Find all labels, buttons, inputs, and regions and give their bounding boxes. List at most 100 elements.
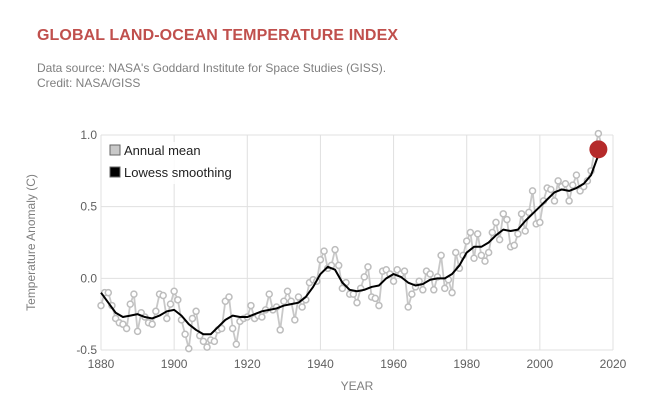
x-axis-label: YEAR	[341, 379, 374, 393]
annual-mean-point[interactable]	[499, 210, 508, 218]
x-tick-label: 1920	[234, 357, 261, 371]
annual-mean-point[interactable]	[448, 288, 456, 297]
annual-mean-point[interactable]	[470, 254, 478, 263]
annual-mean-point[interactable]	[408, 290, 416, 298]
annual-mean-point[interactable]	[294, 293, 303, 301]
annual-mean-point[interactable]	[276, 326, 284, 334]
annual-mean-point[interactable]	[353, 298, 361, 307]
annual-mean-point[interactable]	[569, 181, 577, 189]
annual-mean-point[interactable]	[495, 235, 504, 244]
annual-mean-point[interactable]	[371, 294, 380, 303]
annual-mean-point[interactable]	[247, 301, 255, 310]
annual-mean-point[interactable]	[451, 248, 460, 257]
legend-item-annual-mean[interactable]: Annual mean	[109, 143, 201, 158]
x-tick-label: 2000	[527, 357, 554, 371]
annual-mean-point[interactable]	[554, 177, 562, 185]
annual-mean-point[interactable]	[565, 197, 573, 205]
annual-mean-point[interactable]	[258, 313, 266, 321]
annual-mean-point[interactable]	[528, 187, 537, 195]
annual-mean-point[interactable]	[415, 277, 423, 285]
annual-mean-point[interactable]	[188, 314, 197, 323]
annual-mean-point[interactable]	[514, 230, 522, 238]
latest-value-dot[interactable]	[589, 140, 608, 159]
x-tick-label: 1900	[161, 357, 188, 371]
annual-mean-point[interactable]	[298, 303, 306, 311]
annual-mean-point[interactable]	[283, 287, 292, 295]
annual-mean-point[interactable]	[419, 286, 427, 294]
annual-mean-point[interactable]	[291, 316, 299, 324]
annual-mean-point[interactable]	[166, 300, 175, 308]
annual-mean-point[interactable]	[199, 337, 208, 346]
annual-mean-point[interactable]	[338, 284, 347, 293]
annual-mean-point[interactable]	[400, 267, 409, 275]
annual-mean-point[interactable]	[203, 343, 211, 351]
annual-mean-point[interactable]	[547, 185, 555, 194]
annual-mean-point[interactable]	[521, 227, 529, 235]
annual-mean-point[interactable]	[185, 344, 193, 353]
annual-mean-point[interactable]	[492, 218, 500, 227]
annual-mean-point[interactable]	[550, 197, 559, 205]
annual-mean-point[interactable]	[225, 293, 233, 301]
annual-mean-point[interactable]	[104, 288, 113, 297]
annual-mean-point[interactable]	[148, 320, 156, 328]
annual-mean-point[interactable]	[181, 330, 189, 338]
annual-mean-point[interactable]	[152, 307, 160, 316]
annual-mean-point[interactable]	[126, 300, 135, 308]
annual-mean-point[interactable]	[210, 337, 219, 346]
annual-mean-point[interactable]	[404, 303, 412, 311]
x-tick-label: 2020	[600, 357, 627, 371]
annual-mean-point[interactable]	[334, 261, 343, 270]
annual-mean-point[interactable]	[159, 291, 167, 300]
annual-mean-point[interactable]	[349, 290, 358, 298]
annual-mean-point[interactable]	[375, 301, 383, 310]
legend-label-annual-mean: Annual mean	[124, 143, 201, 158]
annual-mean-point[interactable]	[473, 230, 482, 238]
annual-mean-point[interactable]	[170, 287, 178, 295]
annual-mean-point[interactable]	[466, 228, 475, 237]
annual-mean-point[interactable]	[441, 284, 449, 293]
annual-mean-point[interactable]	[481, 257, 489, 265]
annual-mean-point[interactable]	[217, 324, 226, 333]
annual-mean-point[interactable]	[320, 247, 328, 255]
series-latest-value	[589, 140, 608, 159]
annual-mean-point[interactable]	[510, 241, 519, 250]
annual-mean-point[interactable]	[192, 307, 200, 316]
annual-mean-point[interactable]	[280, 297, 288, 306]
annual-mean-point[interactable]	[503, 215, 511, 224]
x-tick-label: 1960	[380, 357, 407, 371]
annual-mean-point[interactable]	[130, 290, 138, 298]
y-tick-label: -0.5	[76, 343, 97, 357]
annual-mean-point[interactable]	[517, 210, 526, 218]
y-tick-label: 0.0	[80, 271, 97, 285]
annual-mean-point[interactable]	[122, 324, 131, 333]
annual-mean-point[interactable]	[561, 179, 570, 188]
annual-mean-point[interactable]	[360, 273, 369, 281]
annual-mean-point[interactable]	[364, 263, 372, 271]
series-lowess-smoothing	[100, 148, 603, 336]
annual-mean-point[interactable]	[525, 208, 533, 217]
annual-mean-point[interactable]	[477, 251, 486, 260]
annual-mean-point[interactable]	[174, 296, 182, 304]
annual-mean-point[interactable]	[316, 255, 325, 264]
annual-mean-point[interactable]	[594, 129, 603, 138]
annual-mean-point[interactable]	[488, 228, 497, 237]
annual-mean-point[interactable]	[484, 248, 493, 257]
annual-mean-point[interactable]	[228, 324, 237, 333]
series-annual-mean	[97, 129, 606, 353]
annual-mean-point[interactable]	[331, 245, 339, 254]
annual-mean-point[interactable]	[133, 327, 142, 336]
annual-mean-point[interactable]	[572, 171, 581, 179]
legend-item-lowess-smoothing[interactable]: Lowess smoothing	[109, 165, 232, 180]
annual-mean-point[interactable]	[163, 314, 171, 323]
annual-mean-point[interactable]	[265, 290, 273, 298]
annual-mean-point[interactable]	[536, 218, 544, 227]
annual-mean-point[interactable]	[437, 251, 445, 260]
annual-mean-point[interactable]	[97, 301, 105, 310]
annual-mean-point[interactable]	[232, 340, 241, 349]
annual-mean-point[interactable]	[462, 237, 471, 245]
annual-mean-point[interactable]	[389, 277, 398, 285]
y-tick-label: 0.5	[80, 200, 97, 214]
annual-mean-point[interactable]	[430, 286, 438, 294]
annual-mean-point[interactable]	[426, 270, 434, 278]
